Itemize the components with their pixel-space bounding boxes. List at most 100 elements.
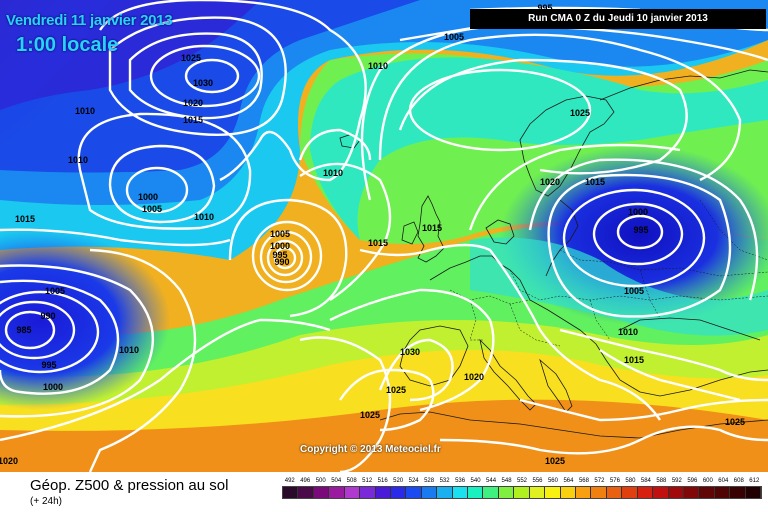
footer-title: Géop. Z500 & pression au sol xyxy=(30,477,229,494)
legend-value: 612 xyxy=(749,478,760,484)
isobar-label: 1005 xyxy=(45,286,65,296)
legend-value: 496 xyxy=(300,478,311,484)
legend-swatch xyxy=(560,487,577,498)
isobar-label: 1030 xyxy=(193,78,213,88)
legend-value: 544 xyxy=(486,478,497,484)
legend-value: 580 xyxy=(625,478,636,484)
legend-value: 548 xyxy=(501,478,512,484)
isobar-label: 1025 xyxy=(386,385,406,395)
isobar-label: 1000 xyxy=(43,382,63,392)
run-info: Run CMA 0 Z du Jeudi 10 janvier 2013 xyxy=(470,9,766,29)
isobar-label: 995 xyxy=(633,225,648,235)
field-band-lightgreen xyxy=(0,315,768,405)
legend-value: 532 xyxy=(439,478,450,484)
legend-swatch xyxy=(313,487,330,498)
legend-swatch xyxy=(653,487,669,498)
forecast-time: 1:00 locale xyxy=(16,34,119,56)
legend-value: 504 xyxy=(331,478,342,484)
legend-bar xyxy=(282,486,762,499)
legend-value: 576 xyxy=(609,478,620,484)
legend-value: 584 xyxy=(640,478,651,484)
isobar-label: 1005 xyxy=(444,32,464,42)
isobar-label: 1015 xyxy=(15,214,35,224)
isobar-label: 1025 xyxy=(545,456,565,466)
legend-swatch xyxy=(298,487,314,498)
isobar-1010-dome xyxy=(228,198,348,318)
copyright: Copyright © 2013 Meteociel.fr xyxy=(300,444,441,455)
isobar-label: 1010 xyxy=(323,168,343,178)
field-band-cyan-south xyxy=(470,237,768,336)
forecast-date: Vendredi 11 janvier 2013 xyxy=(6,12,173,29)
isobar-label: 1030 xyxy=(400,347,420,357)
isobar-1010-mid xyxy=(77,112,252,230)
isobar-label: 1020 xyxy=(464,372,484,382)
legend-swatch xyxy=(329,487,345,498)
isobar-label: 995 xyxy=(41,360,56,370)
isobar-label: 1025 xyxy=(570,108,590,118)
legend-value: 508 xyxy=(346,478,357,484)
legend-swatch xyxy=(576,487,592,498)
isobar-label: 1000 xyxy=(628,207,648,217)
legend-swatch xyxy=(668,487,684,498)
footer-subtitle: (+ 24h) xyxy=(30,496,62,507)
isobar-label: 1025 xyxy=(181,53,201,63)
isobar-label: 1025 xyxy=(725,417,745,427)
isobar-label: 1025 xyxy=(360,410,380,420)
isobar-1020-europe xyxy=(329,288,495,412)
legend-swatch xyxy=(683,487,700,498)
legend-value: 588 xyxy=(656,478,667,484)
isobar-1020-nw xyxy=(128,32,263,120)
legend-swatch xyxy=(545,487,561,498)
legend-swatch xyxy=(360,487,376,498)
isobar-label: 1000 xyxy=(270,241,290,251)
legend-value: 552 xyxy=(517,478,528,484)
legend-value: 572 xyxy=(594,478,605,484)
legend-swatch xyxy=(591,487,607,498)
isobar-1010-west xyxy=(88,248,197,472)
isobar-labels: 1005 995 1025 1030 1020 1015 1010 1010 1010 1000 1… xyxy=(0,3,745,466)
weather-map: 1005 995 1025 1030 1020 1015 1010 1010 1010 1000 1… xyxy=(0,0,768,472)
legend-value: 528 xyxy=(424,478,435,484)
isobar-1000-west xyxy=(0,279,120,395)
isobar-label: 1020 xyxy=(0,456,18,466)
isobar-label: 1010 xyxy=(194,212,214,222)
legend-value: 492 xyxy=(284,478,295,484)
isobar-low-1000-mid xyxy=(125,166,189,214)
isobar-1020-sw xyxy=(0,318,331,442)
legend-value: 540 xyxy=(470,478,481,484)
isobar-1010-east xyxy=(559,328,768,382)
isobar-low-995 xyxy=(0,290,100,374)
legend-swatch xyxy=(529,487,546,498)
isobar-low-995 xyxy=(266,239,304,277)
isobar-label: 995 xyxy=(537,3,552,13)
isobar-label: 1015 xyxy=(624,355,644,365)
legend-value: 560 xyxy=(547,478,558,484)
legend-swatch xyxy=(745,487,762,498)
legend-value: 556 xyxy=(532,478,543,484)
isobar-1005-mid xyxy=(108,144,216,224)
legend-value: 500 xyxy=(315,478,326,484)
isobars xyxy=(0,0,768,472)
isobar-1015-nw xyxy=(108,16,287,136)
isobar-1025-south xyxy=(439,425,768,455)
isobar-label: 1010 xyxy=(75,106,95,116)
legend-swatch xyxy=(421,487,438,498)
isobar-1015-centre xyxy=(299,162,392,301)
isobar-1020-east xyxy=(519,398,768,422)
legend-swatch xyxy=(468,487,484,498)
legend-swatch xyxy=(514,487,530,498)
isobar-low-1005-rus xyxy=(562,188,706,288)
isobar-label: 1005 xyxy=(142,204,162,214)
isobar-label: 1020 xyxy=(540,177,560,187)
isobar-label: 990 xyxy=(274,257,289,267)
legend-swatch xyxy=(406,487,422,498)
isobar-1005-west xyxy=(0,264,155,418)
isobar-1010-centre xyxy=(298,128,372,161)
color-legend: 492 496 500 504 508 512 516 520 524 528 532 536 540 5… xyxy=(282,478,762,499)
legend-swatch xyxy=(637,487,654,498)
field-low-west xyxy=(0,230,170,410)
legend-value: 520 xyxy=(393,478,404,484)
isobar-low-1000-rus xyxy=(592,202,684,266)
isobar-high-1025 xyxy=(149,44,261,108)
legend-swatch xyxy=(375,487,391,498)
